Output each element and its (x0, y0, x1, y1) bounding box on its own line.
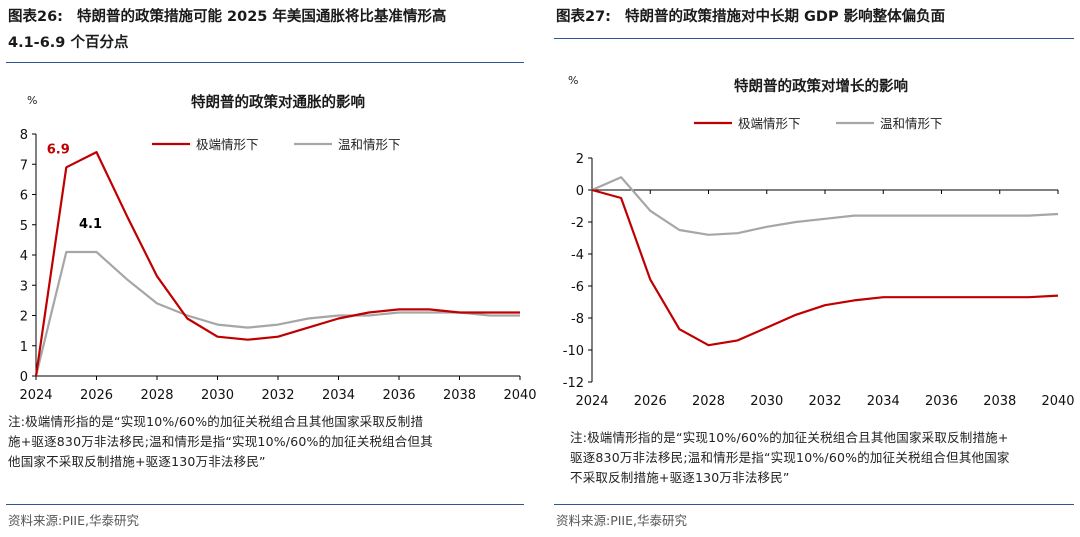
figure-27-note: 注:极端情形指的是“实现10%/60%的加征关税组合且其他国家采取反制措施+ 驱… (570, 428, 1075, 488)
figure-26-note: 注:极端情形指的是“实现10%/60%的加征关税组合且其他国家采取反制措 施+驱… (8, 412, 523, 472)
legend-label: 极端情形下 (738, 116, 801, 131)
y-tick-label: 2 (576, 152, 584, 167)
y-tick-label: -8 (571, 312, 584, 327)
x-tick-label: 2024 (19, 388, 52, 403)
figure-26-title-rule (6, 62, 524, 63)
x-tick-label: 2038 (983, 394, 1016, 409)
legend-label: 温和情形下 (338, 137, 401, 152)
chart-title: 特朗普的政策对通胀的影响 (191, 93, 365, 111)
data-label: 4.1 (79, 217, 102, 232)
y-tick-label: 7 (20, 158, 28, 173)
series-line (34, 151, 520, 377)
y-tick-label: -4 (571, 248, 584, 263)
x-tick-label: 2032 (261, 388, 294, 403)
x-tick-label: 2038 (443, 388, 476, 403)
figure-26-source-rule (6, 504, 524, 505)
x-tick-label: 2026 (80, 388, 113, 403)
y-tick-label: 0 (576, 184, 584, 199)
x-tick-label: 2032 (808, 394, 841, 409)
figure-26-title: 图表26: 特朗普的政策措施可能 2025 年美国通胀将比基准情形高 4.1-6.… (8, 4, 446, 56)
x-tick-label: 2034 (867, 394, 900, 409)
x-tick-label: 2036 (925, 394, 958, 409)
figure-26-source: 资料来源:PIIE,华泰研究 (8, 513, 139, 528)
x-tick-label: 2034 (322, 388, 355, 403)
x-tick-label: 2030 (750, 394, 783, 409)
y-tick-label: -10 (563, 344, 584, 359)
x-tick-label: 2040 (503, 388, 536, 403)
figure-27-title-line1: 特朗普的政策措施对中长期 GDP 影响整体偏负面 (624, 9, 946, 25)
inflation-chart: 特朗普的政策对通胀的影响% 极端情形下 温和情形下 0 1 2 3 4 5 6 7 8 2024 2026… (19, 93, 536, 403)
x-tick-label: 2026 (634, 394, 667, 409)
figure-26-title-line2: 4.1-6.9 个百分点 (8, 35, 129, 51)
figure-27-source: 资料来源:PIIE,华泰研究 (556, 513, 687, 528)
legend-label: 温和情形下 (880, 116, 943, 131)
figure-27-note-line: 注:极端情形指的是“实现10%/60%的加征关税组合且其他国家采取反制措施+ (570, 430, 1009, 445)
y-tick-label: 8 (20, 128, 28, 143)
y-tick-label: 1 (20, 340, 28, 355)
figure-26-panel: 图表26: 特朗普的政策措施可能 2025 年美国通胀将比基准情形高 4.1-6.… (0, 0, 537, 537)
unit-label: % (568, 74, 578, 87)
unit-label: % (27, 94, 37, 107)
chart-title: 特朗普的政策对增长的影响 (734, 77, 908, 95)
growth-chart: 特朗普的政策对增长的影响% 极端情形下 温和情形下 -12 -10 -8 -6 -4 -2 0 2 2… (563, 74, 1075, 409)
y-tick-label: 5 (20, 219, 28, 234)
y-tick-label: -2 (571, 216, 584, 231)
x-tick-label: 2028 (692, 394, 725, 409)
figure-27-label: 图表27: (556, 9, 611, 25)
x-tick-label: 2028 (140, 388, 173, 403)
figure-27-title: 图表27: 特朗普的政策措施对中长期 GDP 影响整体偏负面 (556, 4, 945, 30)
x-tick-label: 2030 (201, 388, 234, 403)
figure-27-source-rule (554, 504, 1074, 505)
figure-27-note-line: 驱逐830万非法移民;温和情形是指“实现10%/60%的加征关税组合但其他国家 (570, 450, 1010, 465)
figure-27-panel: 图表27: 特朗普的政策措施对中长期 GDP 影响整体偏负面 特朗普的政策对增长的… (548, 0, 1080, 537)
figure-26-label: 图表26: (8, 9, 63, 25)
y-tick-label: 0 (20, 370, 28, 385)
figure-27-note-line: 不采取反制措施+驱逐130万非法移民” (570, 470, 790, 485)
y-tick-label: 2 (20, 310, 28, 325)
y-tick-label: -6 (571, 280, 584, 295)
figure-26-note-line: 注:极端情形指的是“实现10%/60%的加征关税组合且其他国家采取反制措 (8, 414, 424, 429)
series-line (591, 188, 1059, 347)
figure-26-note-line: 他国家不采取反制措施+驱逐130万非法移民” (8, 454, 266, 469)
x-tick-label: 2040 (1041, 394, 1074, 409)
data-label: 6.9 (47, 142, 70, 157)
legend-label: 极端情形下 (196, 137, 259, 152)
figure-26-note-line: 施+驱逐830万非法移民;温和情形是指“实现10%/60%的加征关税组合但其 (8, 434, 433, 449)
y-tick-label: -12 (563, 376, 584, 391)
y-tick-label: 6 (20, 189, 28, 204)
y-tick-label: 3 (20, 279, 28, 294)
series-line (34, 250, 520, 377)
x-tick-label: 2024 (575, 394, 608, 409)
figure-26-title-line1: 特朗普的政策措施可能 2025 年美国通胀将比基准情形高 (76, 9, 447, 25)
series-line (591, 176, 1059, 236)
x-tick-label: 2036 (382, 388, 415, 403)
figure-27-title-rule (554, 38, 1074, 39)
y-tick-label: 4 (20, 249, 28, 264)
